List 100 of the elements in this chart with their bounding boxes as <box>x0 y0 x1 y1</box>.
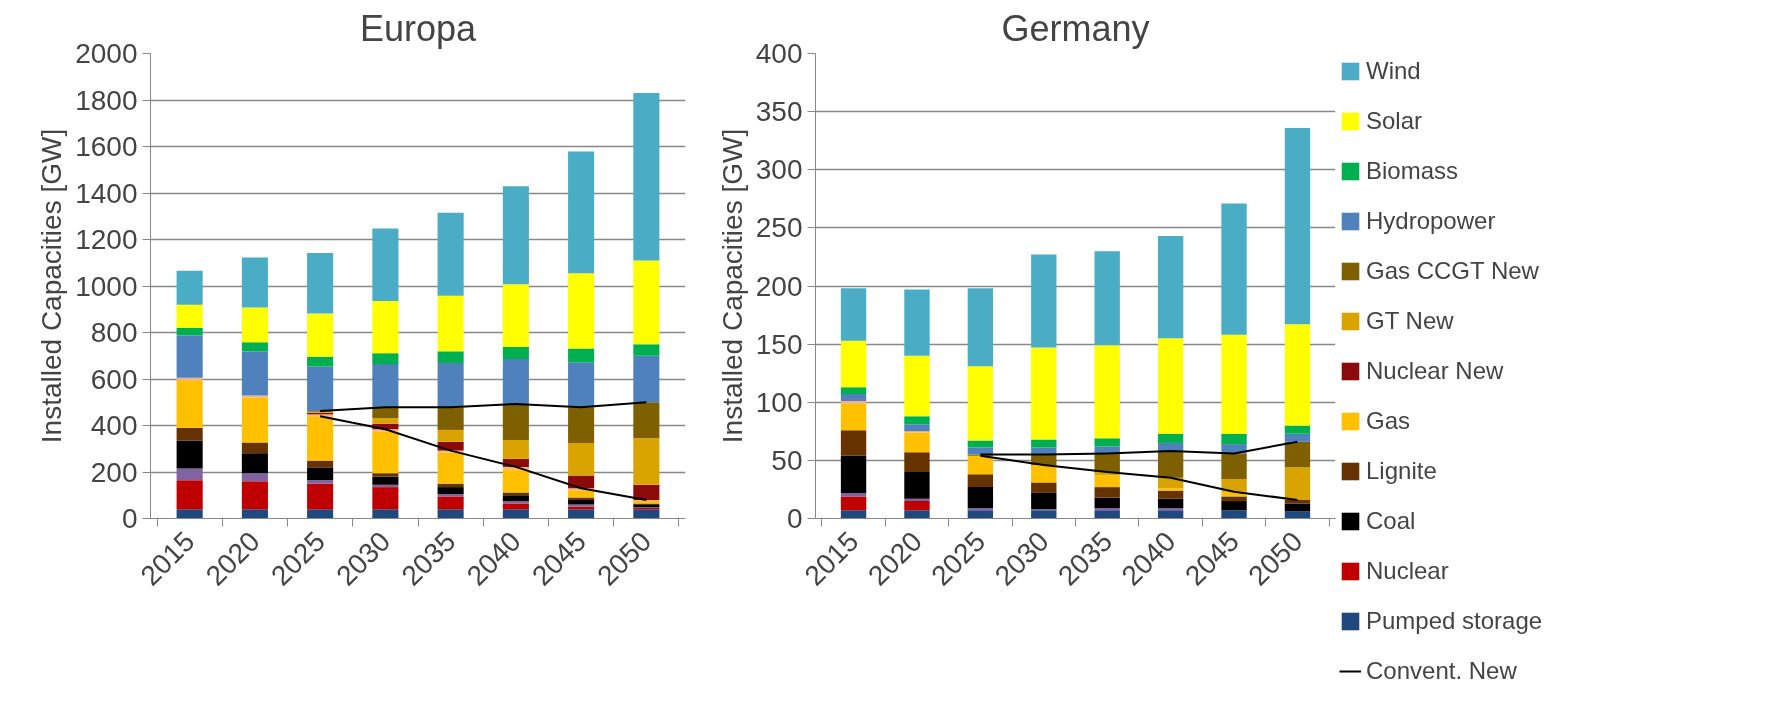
bar <box>633 355 660 403</box>
bar <box>568 362 595 408</box>
y-tick-label: 1400 <box>75 177 138 209</box>
bar <box>241 257 268 308</box>
bar <box>502 469 529 493</box>
bar <box>633 402 660 439</box>
bar <box>568 509 595 519</box>
bar <box>1221 203 1247 335</box>
legend-label: Coal <box>1366 507 1416 535</box>
bar <box>437 429 464 442</box>
bar <box>502 186 529 285</box>
legend-label: Solar <box>1366 107 1423 135</box>
bar <box>502 503 529 510</box>
bar <box>502 359 529 404</box>
bar <box>307 366 334 412</box>
y-tick-label: 1600 <box>75 131 138 162</box>
y-tick-label: 0 <box>786 503 803 534</box>
bar <box>967 288 994 367</box>
bar <box>904 355 930 417</box>
y-tick-label: 400 <box>755 38 803 69</box>
bar <box>1221 334 1247 434</box>
bar <box>241 397 268 443</box>
bar <box>1284 433 1311 442</box>
bar <box>904 424 930 432</box>
bar <box>633 509 660 519</box>
bar <box>904 432 930 453</box>
bar <box>840 403 867 431</box>
bar <box>437 407 464 430</box>
bar <box>437 496 464 510</box>
bar <box>1157 498 1184 509</box>
legend-label: Nuclear <box>1366 557 1449 585</box>
bar <box>1094 438 1120 447</box>
bar <box>176 440 203 469</box>
bar <box>437 362 464 408</box>
bar <box>568 407 595 443</box>
bar <box>1221 478 1247 492</box>
bar <box>176 380 203 428</box>
bar <box>568 151 595 274</box>
bar <box>176 427 203 441</box>
bar <box>1031 492 1057 510</box>
bar <box>967 366 994 441</box>
bar <box>437 212 464 296</box>
bar <box>437 487 464 495</box>
bar <box>1284 324 1311 426</box>
bar <box>372 418 399 424</box>
bar <box>1157 451 1184 478</box>
bar <box>568 442 595 476</box>
bar <box>840 288 867 341</box>
bar <box>1031 510 1057 519</box>
legend-label: Gas <box>1366 407 1411 435</box>
bar <box>967 440 994 448</box>
y-tick-label: 400 <box>90 410 138 441</box>
y-axis-title: Installed Capacities [GW] <box>716 128 748 444</box>
bar <box>307 416 334 461</box>
bar <box>241 342 268 352</box>
bar <box>633 484 660 500</box>
bar <box>502 509 529 519</box>
bar <box>1221 510 1247 519</box>
bar <box>904 416 930 425</box>
bar <box>1094 487 1120 498</box>
bar <box>967 510 994 519</box>
bar <box>502 346 529 360</box>
bar <box>633 93 660 261</box>
bar <box>241 473 268 482</box>
bar <box>1284 441 1311 468</box>
bar <box>904 289 930 356</box>
bar <box>904 510 930 519</box>
bar <box>840 455 867 493</box>
y-tick-label: 150 <box>755 328 803 360</box>
bar <box>568 273 595 349</box>
bar <box>241 509 268 519</box>
bar <box>372 364 399 408</box>
legend-label: Convent. New <box>1366 657 1517 685</box>
bar <box>307 356 334 367</box>
line-series <box>319 401 648 413</box>
bar <box>840 510 867 519</box>
y-tick-label: 200 <box>90 456 138 488</box>
bar <box>1284 503 1311 512</box>
bar <box>1031 439 1057 448</box>
bar <box>372 431 399 474</box>
y-tick-label: 300 <box>755 154 803 186</box>
bar <box>241 453 268 474</box>
bar <box>307 480 334 484</box>
bar <box>840 430 867 456</box>
bar <box>568 499 595 505</box>
bar <box>241 442 268 454</box>
bar <box>437 295 464 352</box>
bar <box>1094 510 1120 519</box>
bar <box>1221 433 1247 445</box>
bar <box>568 475 595 489</box>
bar <box>307 467 334 481</box>
bar <box>1157 433 1184 443</box>
bar <box>840 387 867 395</box>
bar <box>176 270 203 305</box>
bar <box>176 509 203 519</box>
y-tick-label: 1800 <box>75 84 138 116</box>
bar <box>1031 347 1057 440</box>
bar <box>1094 251 1120 346</box>
bar <box>1221 453 1247 479</box>
bar <box>437 452 464 484</box>
